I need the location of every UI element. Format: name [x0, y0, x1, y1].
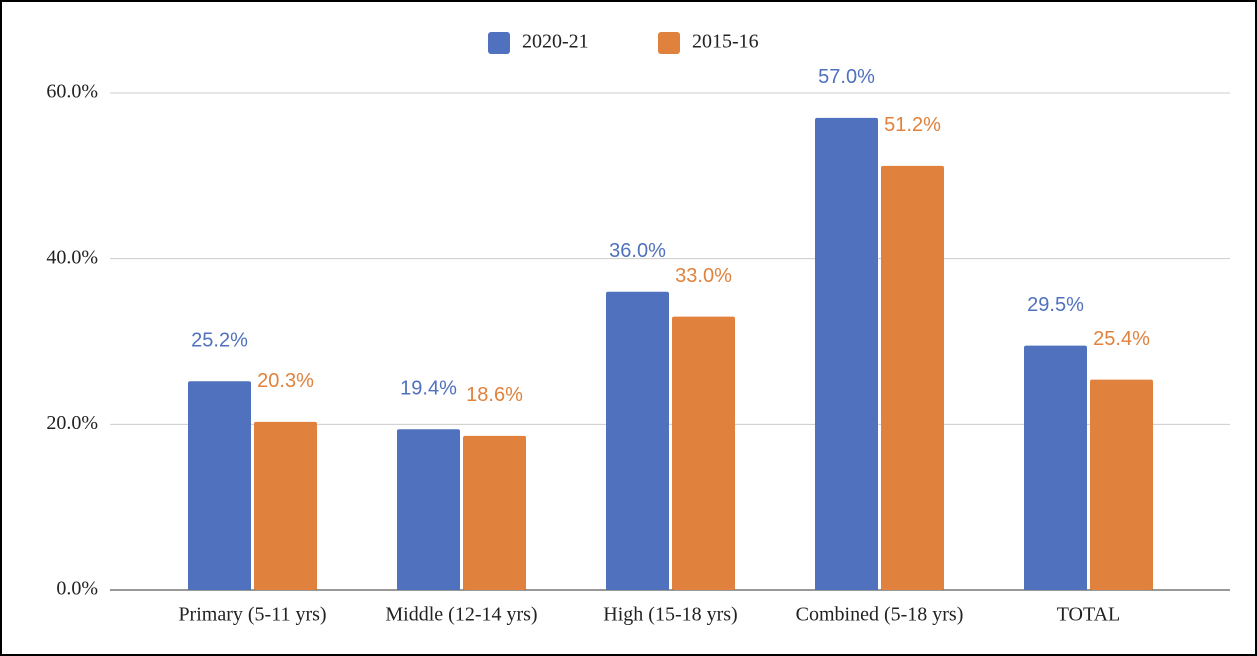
legend-swatch [658, 32, 680, 54]
y-tick-label: 60.0% [46, 81, 98, 103]
x-tick-label: Primary (5-11 yrs) [178, 604, 326, 626]
value-label: 19.4% [400, 378, 457, 400]
bar [254, 421, 317, 590]
value-label: 57.0% [818, 66, 875, 88]
legend-label: 2015-16 [692, 31, 759, 53]
bar [1090, 379, 1153, 590]
bar [606, 291, 669, 590]
value-label: 51.2% [884, 114, 941, 136]
x-tick-label: Middle (12-14 yrs) [385, 604, 537, 626]
legend-label: 2020-21 [522, 31, 589, 53]
value-label: 18.6% [466, 384, 523, 406]
value-label: 36.0% [609, 240, 666, 262]
bar [463, 435, 526, 590]
bar [672, 316, 735, 590]
value-label: 25.4% [1093, 328, 1150, 350]
y-tick-label: 0.0% [56, 578, 98, 600]
bar [188, 381, 251, 590]
value-label: 25.2% [191, 330, 248, 352]
y-tick-label: 20.0% [46, 412, 98, 434]
x-tick-label: Combined (5-18 yrs) [796, 604, 964, 626]
value-label: 33.0% [675, 265, 732, 287]
bar [881, 165, 944, 591]
legend-swatch [488, 32, 510, 54]
value-label: 20.3% [257, 370, 314, 392]
bar [815, 117, 878, 590]
bar [1024, 345, 1087, 590]
bar [397, 429, 460, 590]
value-label: 29.5% [1027, 294, 1084, 316]
x-tick-label: TOTAL [1057, 604, 1121, 626]
y-tick-label: 40.0% [46, 246, 98, 268]
x-tick-label: High (15-18 yrs) [603, 604, 737, 626]
